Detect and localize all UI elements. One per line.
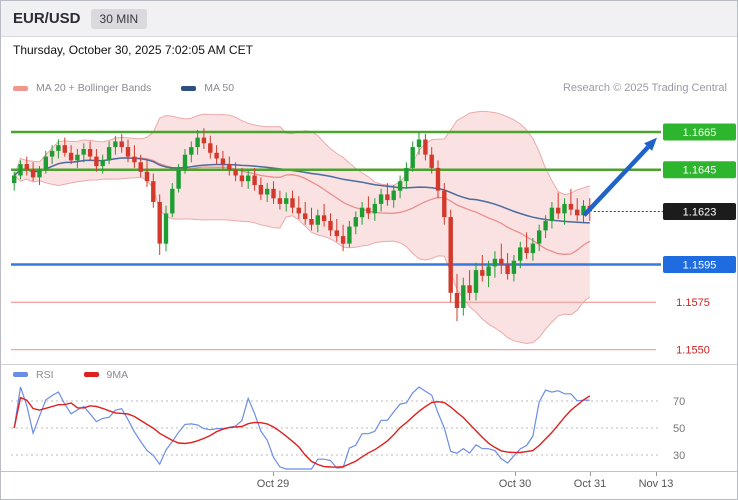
time-axis-label: Oct 31 <box>573 478 607 490</box>
time-axis-tickmark <box>273 472 274 476</box>
ma50-legend-label: MA 50 <box>204 82 235 94</box>
rsi-swatch-icon <box>13 372 28 377</box>
time-axis-tickmark <box>515 472 516 476</box>
svg-text:1.1595: 1.1595 <box>683 259 717 271</box>
svg-text:1.1623: 1.1623 <box>683 206 717 218</box>
time-axis-tickmark <box>590 472 591 476</box>
ma20-bollinger-swatch-icon <box>13 85 28 91</box>
header: EUR/USD 30 MIN <box>1 1 737 37</box>
time-axis-label: Nov 13 <box>638 478 674 490</box>
svg-text:50: 50 <box>673 423 685 435</box>
ma20-bollinger-legend-label: MA 20 + Bollinger Bands <box>36 82 152 94</box>
timestamp: Thursday, October 30, 2025 7:02:05 AM CE… <box>13 43 253 57</box>
rsi-9ma-swatch-icon <box>83 372 99 377</box>
attribution-text: Research © 2025 Trading Central <box>562 82 727 94</box>
svg-text:1.1575: 1.1575 <box>676 297 710 309</box>
symbol-title: EUR/USD <box>13 10 81 27</box>
svg-text:1.1665: 1.1665 <box>683 127 717 139</box>
price-chart-svg: 1.1665 1.1645 1.1623 1.1595 1.1575 1.1550 <box>11 110 736 356</box>
svg-text:1.1645: 1.1645 <box>683 165 717 177</box>
rsi-9ma-legend-label: 9MA <box>106 368 129 381</box>
svg-text:30: 30 <box>673 450 685 462</box>
time-axis-label: Oct 29 <box>256 478 290 490</box>
timeframe-badge: 30 MIN <box>90 8 148 29</box>
rsi-legend: RSI 9MA <box>1 364 737 384</box>
svg-text:70: 70 <box>673 396 685 408</box>
time-axis-label: Oct 30 <box>498 478 532 490</box>
time-axis-tickmark <box>656 472 657 476</box>
main-chart-legend: MA 20 + Bollinger Bands MA 50 Research ©… <box>13 80 727 96</box>
rsi-legend-label: RSI <box>36 368 54 381</box>
ma50-swatch-icon <box>181 85 197 91</box>
rsi-chart-svg: 70 50 30 <box>11 386 685 470</box>
time-axis: Oct 29 Oct 30 Oct 31 Nov 13 <box>1 471 737 499</box>
svg-text:1.1550: 1.1550 <box>676 344 710 356</box>
